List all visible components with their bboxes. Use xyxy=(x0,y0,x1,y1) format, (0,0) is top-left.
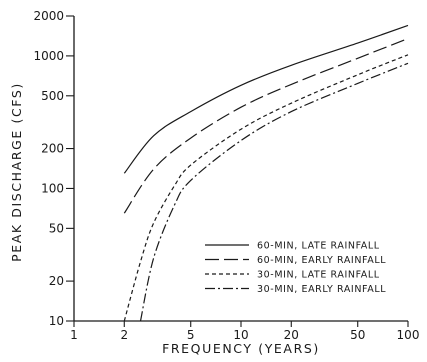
y-axis-label: PEAK DISCHARGE (CFS) xyxy=(9,82,24,262)
series-line-4 xyxy=(139,62,409,322)
legend-label: 60-MIN, LATE RAINFALL xyxy=(257,241,380,252)
y-ticks: 10 20 50 100 200 500 1000 2000 xyxy=(33,9,74,328)
y-tick-label: 500 xyxy=(41,89,64,103)
y-tick-label: 2000 xyxy=(33,9,64,23)
y-tick-label: 100 xyxy=(41,181,64,195)
x-tick-label: 10 xyxy=(233,328,248,342)
legend-label: 30-MIN, LATE RAINFALL xyxy=(257,270,380,281)
series-lines xyxy=(123,24,409,322)
y-tick-label: 1000 xyxy=(33,49,64,63)
legend-label: 60-MIN, EARLY RAINFALL xyxy=(257,255,386,266)
series-line-1 xyxy=(123,24,409,174)
series-line-2 xyxy=(123,38,409,214)
x-tick-label: 5 xyxy=(187,328,195,342)
y-tick-label: 200 xyxy=(41,142,64,156)
x-axis-label: FREQUENCY (YEARS) xyxy=(162,341,320,356)
legend: 60-MIN, LATE RAINFALL 60-MIN, EARLY RAINF… xyxy=(205,241,386,295)
y-tick-label: 50 xyxy=(49,221,64,235)
x-tick-label: 2 xyxy=(120,328,128,342)
x-tick-label: 1 xyxy=(70,328,78,342)
x-ticks: 1 2 5 10 20 50 100 xyxy=(70,321,419,342)
x-tick-label: 100 xyxy=(397,328,420,342)
legend-label: 30-MIN, EARLY RAINFALL xyxy=(257,284,386,295)
x-tick-label: 20 xyxy=(284,328,299,342)
x-tick-label: 50 xyxy=(350,328,365,342)
y-tick-label: 20 xyxy=(49,274,64,288)
y-tick-label: 10 xyxy=(49,314,64,328)
series-line-3 xyxy=(123,54,409,322)
